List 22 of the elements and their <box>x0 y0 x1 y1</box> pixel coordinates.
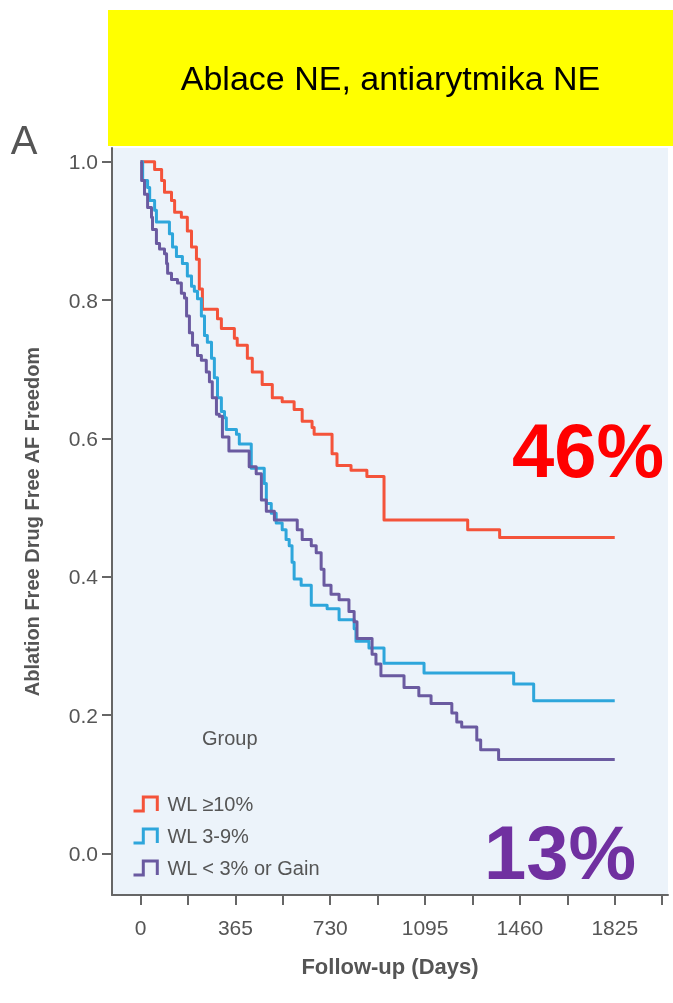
legend-label: WL ≥10% <box>167 793 254 815</box>
x-tick-label: 0 <box>134 916 147 939</box>
y-tick-label: 0.6 <box>68 427 98 450</box>
annotation: 46% <box>511 407 665 493</box>
y-tick-label: 0.8 <box>68 288 98 312</box>
y-tick-label: 0.2 <box>68 703 98 727</box>
x-tick-label: 730 <box>312 916 348 939</box>
legend-label: WL 3-9% <box>167 825 250 847</box>
x-axis-title: Follow-up (Days) <box>301 953 479 979</box>
y-tick-label: 1.0 <box>68 150 98 174</box>
y-axis-title: Ablation Free Drug Free AF Freedom <box>21 346 43 697</box>
chart-title: Ablace NE, antiarytmika NE <box>180 59 601 97</box>
x-tick-label: 1095 <box>401 916 449 939</box>
x-tick-label: 1825 <box>591 916 639 939</box>
x-tick-label: 365 <box>217 916 253 939</box>
legend-title: Group <box>202 727 258 749</box>
text: A <box>10 118 38 162</box>
y-tick-label: 0.4 <box>68 565 99 589</box>
legend-label: WL < 3% or Gain <box>167 857 320 879</box>
y-tick-label: 0.0 <box>68 842 98 865</box>
x-tick-label: 1460 <box>496 916 544 939</box>
annotation: 13% <box>483 809 637 895</box>
